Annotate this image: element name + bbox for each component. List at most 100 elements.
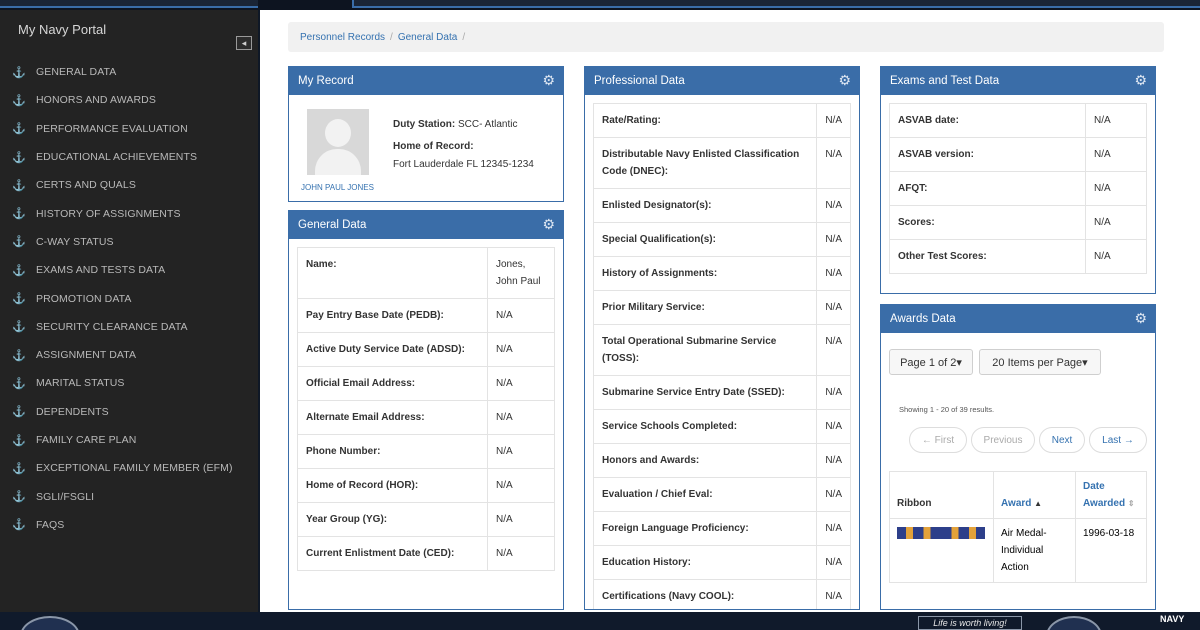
field-value: N/A	[1085, 137, 1147, 172]
column-award[interactable]: Award ▲	[993, 471, 1076, 519]
top-strip	[0, 0, 1200, 10]
sidebar-item-label: HISTORY OF ASSIGNMENTS	[36, 207, 181, 220]
breadcrumb-separator: /	[462, 31, 466, 43]
page-select[interactable]: Page 1 of 2▾	[889, 349, 973, 375]
exams-table: ASVAB date: N/A ASVAB version: N/A AFQT: N/A S…	[889, 103, 1147, 274]
sidebar-item-c-way-status[interactable]: ⚓ C-WAY STATUS	[0, 228, 258, 256]
field-label: Total Operational Submarine Service (TOS…	[592, 324, 818, 376]
field-value: N/A	[816, 579, 851, 609]
gear-icon[interactable]: ⚙	[1134, 72, 1147, 88]
sidebar-item-family-care-plan[interactable]: ⚓ FAMILY CARE PLAN	[0, 426, 258, 454]
sidebar-item-marital-status[interactable]: ⚓ MARITAL STATUS	[0, 369, 258, 397]
sidebar-item-label: FAMILY CARE PLAN	[36, 434, 137, 446]
field-label: Alternate Email Address:	[297, 400, 488, 435]
sidebar-item-exams-and-tests-data[interactable]: ⚓ EXAMS AND TESTS DATA	[0, 256, 258, 284]
top-strip-right	[352, 0, 1200, 8]
field-label: Enlisted Designator(s):	[592, 188, 818, 223]
sidebar-item-sgli-fsgli[interactable]: ⚓ SGLI/FSGLI	[0, 482, 258, 510]
field-value: N/A	[816, 222, 851, 257]
sidebar-item-label: EXCEPTIONAL FAMILY MEMBER (EFM)	[36, 462, 233, 475]
pager-first-button[interactable]: ← First	[909, 427, 967, 453]
gear-icon[interactable]: ⚙	[542, 72, 555, 88]
table-row: Official Email Address: N/A	[297, 366, 555, 401]
table-row: ASVAB date: N/A	[889, 103, 1147, 138]
collapse-sidebar-button[interactable]: ◂	[236, 36, 252, 50]
gear-icon[interactable]: ⚙	[838, 72, 851, 88]
field-label: Rate/Rating:	[592, 103, 818, 138]
field-label: Honors and Awards:	[592, 443, 818, 478]
breadcrumb-personnel-records[interactable]: Personnel Records	[300, 31, 386, 43]
professional-data-panel: Professional Data ⚙ Rate/Rating: N/A Distr…	[584, 66, 860, 610]
sidebar-item-assignment-data[interactable]: ⚓ ASSIGNMENT DATA	[0, 341, 258, 369]
field-value: N/A	[816, 409, 851, 444]
sidebar-item-label: ASSIGNMENT DATA	[36, 349, 137, 362]
sidebar-item-general-data[interactable]: ⚓ GENERAL DATA	[0, 58, 258, 86]
field-value: N/A	[816, 290, 851, 325]
items-per-page-select[interactable]: 20 Items per Page▾	[979, 349, 1101, 375]
field-value: N/A	[487, 468, 555, 503]
field-value: N/A	[487, 434, 555, 469]
anchor-icon: ⚓	[12, 434, 26, 447]
field-label: Current Enlistment Date (CED):	[297, 536, 488, 571]
table-row: Prior Military Service: N/A	[592, 290, 851, 325]
sidebar-item-label: PERFORMANCE EVALUATION	[36, 122, 188, 135]
anchor-icon: ⚓	[12, 293, 26, 306]
field-label: Official Email Address:	[297, 366, 488, 401]
breadcrumb-general-data[interactable]: General Data	[397, 31, 458, 43]
field-label: Education History:	[592, 545, 818, 580]
table-row: Foreign Language Proficiency: N/A	[592, 511, 851, 546]
sidebar-item-history-of-assignments[interactable]: ⚓ HISTORY OF ASSIGNMENTS	[0, 199, 258, 227]
field-label: Prior Military Service:	[592, 290, 818, 325]
field-value: N/A	[816, 443, 851, 478]
sidebar-item-security-clearance-data[interactable]: ⚓ SECURITY CLEARANCE DATA	[0, 313, 258, 341]
table-row: Service Schools Completed: N/A	[592, 409, 851, 444]
sort-asc-icon: ▲	[1034, 499, 1043, 508]
sidebar-item-certs-and-quals[interactable]: ⚓ CERTS AND QUALS	[0, 171, 258, 199]
table-row: Air Medal- Individual Action 1996-03-18	[889, 518, 1147, 583]
sidebar-item-label: C-WAY STATUS	[36, 235, 114, 248]
field-label: Phone Number:	[297, 434, 488, 469]
pager-last-button[interactable]: Last →	[1089, 427, 1147, 453]
column-date-awarded[interactable]: Date Awarded ⇕	[1075, 471, 1147, 519]
field-value: N/A	[487, 536, 555, 571]
field-value: N/A	[816, 477, 851, 512]
anchor-icon: ⚓	[12, 264, 26, 277]
my-record-panel: My Record ⚙ JOHN PAUL JONES Duty Station…	[288, 66, 564, 202]
anchor-icon: ⚓	[12, 491, 26, 504]
panel-title: Professional Data	[594, 75, 685, 87]
footer-brand: NAVY	[1160, 614, 1185, 624]
pager-previous-button[interactable]: Previous	[971, 427, 1035, 453]
table-row: Special Qualification(s): N/A	[592, 222, 851, 257]
sidebar-item-label: GENERAL DATA	[36, 66, 117, 79]
gear-icon[interactable]: ⚙	[542, 216, 555, 232]
table-row: Certifications (Navy COOL): N/A	[592, 579, 851, 609]
sidebar-item-educational-achievements[interactable]: ⚓ EDUCATIONAL ACHIEVEMENTS	[0, 143, 258, 171]
awards-header-row: Ribbon Award ▲ Date Awarded ⇕	[889, 471, 1147, 519]
table-row: Scores: N/A	[889, 205, 1147, 240]
field-label: Submarine Service Entry Date (SSED):	[592, 375, 818, 410]
pager-next-button[interactable]: Next	[1039, 427, 1085, 453]
sidebar-item-label: PROMOTION DATA	[36, 292, 132, 305]
awards-panel: Awards Data ⚙ Page 1 of 2▾ 20 Items per …	[880, 304, 1156, 610]
awards-table: Ribbon Award ▲ Date Awarded ⇕ Air Medal-…	[889, 471, 1147, 583]
sidebar-item-performance-evaluation[interactable]: ⚓ PERFORMANCE EVALUATION	[0, 115, 258, 143]
panel-header: Professional Data ⚙	[585, 67, 859, 95]
breadcrumb-separator: /	[390, 31, 393, 43]
gear-icon[interactable]: ⚙	[1134, 310, 1147, 326]
sidebar-item-promotion-data[interactable]: ⚓ PROMOTION DATA	[0, 284, 258, 312]
table-row: ASVAB version: N/A	[889, 137, 1147, 172]
sidebar-item-faqs[interactable]: ⚓ FAQS	[0, 511, 258, 539]
table-row: Distributable Navy Enlisted Classificati…	[592, 137, 851, 189]
sidebar-item-honors-and-awards[interactable]: ⚓ HONORS AND AWARDS	[0, 86, 258, 114]
sidebar-item-dependents[interactable]: ⚓ DEPENDENTS	[0, 398, 258, 426]
app-title: My Navy Portal	[18, 22, 107, 37]
duty-station: Duty Station: SCC- Atlantic	[393, 119, 517, 130]
field-label: Special Qualification(s):	[592, 222, 818, 257]
record-name[interactable]: JOHN PAUL JONES	[301, 183, 374, 192]
sidebar-item-exceptional-family-member-efm[interactable]: ⚓ EXCEPTIONAL FAMILY MEMBER (EFM)	[0, 454, 258, 482]
field-value: N/A	[1085, 103, 1147, 138]
column-ribbon: Ribbon	[889, 471, 994, 519]
panel-title: Exams and Test Data	[890, 75, 1000, 87]
field-label: Foreign Language Proficiency:	[592, 511, 818, 546]
panel-header: Awards Data ⚙	[881, 305, 1155, 333]
